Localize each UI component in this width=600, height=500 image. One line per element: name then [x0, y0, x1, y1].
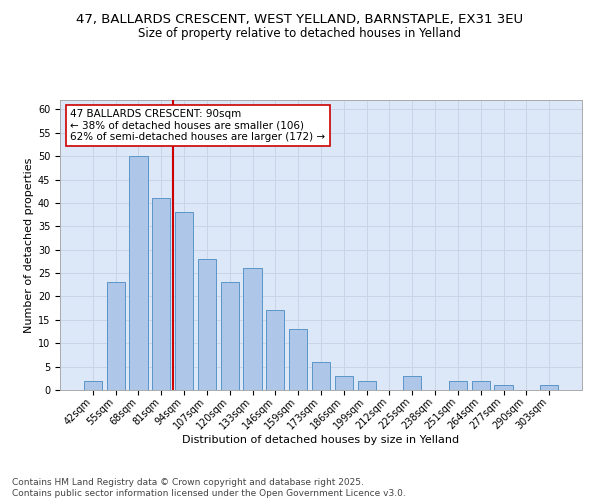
Bar	[494, 386, 512, 390]
Bar	[540, 386, 558, 390]
Text: Contains HM Land Registry data © Crown copyright and database right 2025.
Contai: Contains HM Land Registry data © Crown c…	[12, 478, 406, 498]
Y-axis label: Number of detached properties: Number of detached properties	[23, 158, 34, 332]
Bar	[358, 380, 376, 390]
Bar	[289, 329, 307, 390]
Bar	[312, 362, 330, 390]
Bar	[130, 156, 148, 390]
Bar	[244, 268, 262, 390]
X-axis label: Distribution of detached houses by size in Yelland: Distribution of detached houses by size …	[182, 436, 460, 446]
Bar	[472, 380, 490, 390]
Bar	[221, 282, 239, 390]
Bar	[84, 380, 102, 390]
Bar	[266, 310, 284, 390]
Bar	[152, 198, 170, 390]
Text: Size of property relative to detached houses in Yelland: Size of property relative to detached ho…	[139, 28, 461, 40]
Bar	[107, 282, 125, 390]
Bar	[403, 376, 421, 390]
Text: 47, BALLARDS CRESCENT, WEST YELLAND, BARNSTAPLE, EX31 3EU: 47, BALLARDS CRESCENT, WEST YELLAND, BAR…	[76, 12, 524, 26]
Bar	[198, 259, 216, 390]
Bar	[449, 380, 467, 390]
Bar	[335, 376, 353, 390]
Bar	[175, 212, 193, 390]
Text: 47 BALLARDS CRESCENT: 90sqm
← 38% of detached houses are smaller (106)
62% of se: 47 BALLARDS CRESCENT: 90sqm ← 38% of det…	[70, 108, 326, 142]
